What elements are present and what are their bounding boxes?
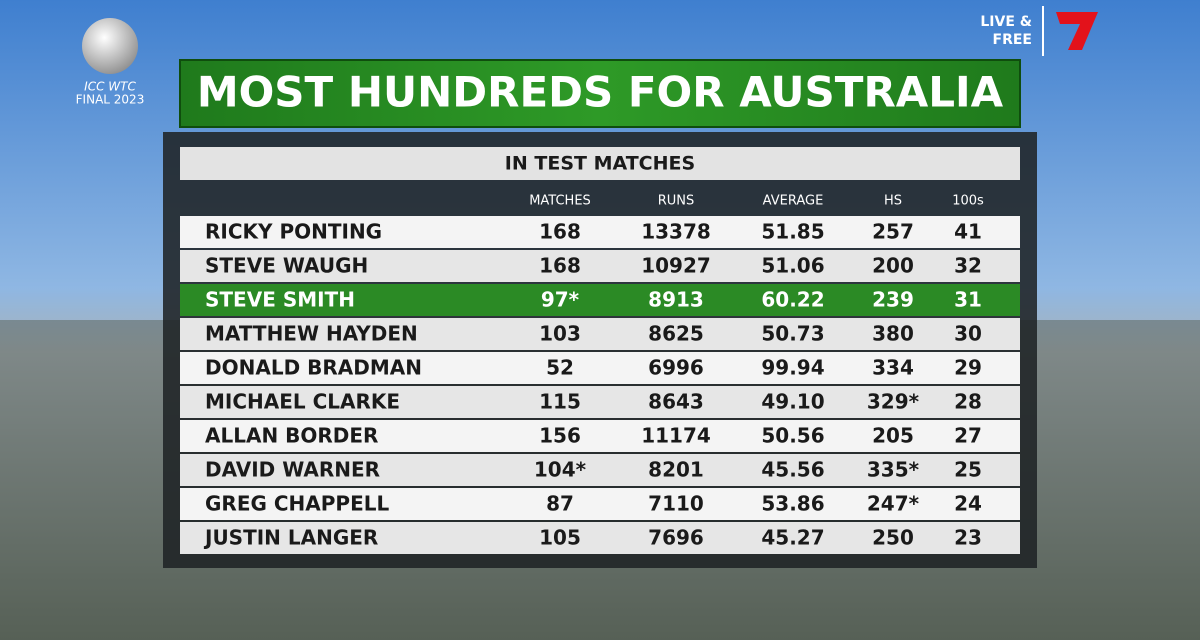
table-row: [180, 250, 1020, 282]
stat-cell: 205: [872, 424, 914, 448]
stat-cell: 27: [954, 424, 982, 448]
logo-emblem: [82, 18, 138, 74]
stat-cell: 53.86: [761, 492, 824, 516]
column-header: RUNS: [658, 194, 695, 209]
stat-cell: 115: [539, 390, 581, 414]
player-name: STEVE WAUGH: [205, 254, 368, 278]
player-name: GREG CHAPPELL: [205, 492, 389, 516]
table-row: [180, 522, 1020, 554]
stat-cell: 28: [954, 390, 982, 414]
stat-cell: 50.73: [761, 322, 824, 346]
stat-cell: 8625: [648, 322, 704, 346]
stat-cell: 41: [954, 220, 982, 244]
stat-cell: 335*: [867, 458, 920, 482]
subtitle: IN TEST MATCHES: [505, 153, 695, 175]
stat-cell: 30: [954, 322, 982, 346]
stat-cell: 99.94: [761, 356, 824, 380]
stat-cell: 45.27: [761, 526, 824, 550]
column-header: 100s: [952, 194, 984, 209]
column-header: MATCHES: [529, 194, 591, 209]
table-row: [180, 386, 1020, 418]
stat-cell: 168: [539, 220, 581, 244]
player-name: MICHAEL CLARKE: [205, 390, 400, 414]
stat-cell: 8913: [648, 288, 704, 312]
table-row: [180, 420, 1020, 452]
stat-cell: 52: [546, 356, 574, 380]
stat-cell: 247*: [867, 492, 920, 516]
logo-text: FINAL 2023: [76, 93, 145, 107]
stat-cell: 29: [954, 356, 982, 380]
stat-cell: 6996: [648, 356, 704, 380]
stat-cell: 105: [539, 526, 581, 550]
stat-cell: 103: [539, 322, 581, 346]
stat-cell: 250: [872, 526, 914, 550]
stat-cell: 156: [539, 424, 581, 448]
stat-cell: 51.06: [761, 254, 824, 278]
player-name: DAVID WARNER: [205, 458, 380, 482]
player-name: STEVE SMITH: [205, 288, 355, 312]
table-row: [180, 284, 1020, 316]
stat-cell: 51.85: [761, 220, 824, 244]
player-name: RICKY PONTING: [205, 220, 382, 244]
subtitle-bar: [180, 147, 1020, 180]
table-row: [180, 352, 1020, 384]
stat-cell: 257: [872, 220, 914, 244]
stat-cell: 97*: [541, 288, 580, 312]
stat-cell: 13378: [641, 220, 711, 244]
stat-cell: 50.56: [761, 424, 824, 448]
stat-cell: 31: [954, 288, 982, 312]
stat-cell: 239: [872, 288, 914, 312]
player-name: ALLAN BORDER: [205, 424, 378, 448]
stat-cell: 25: [954, 458, 982, 482]
stat-cell: 7110: [648, 492, 704, 516]
stat-cell: 11174: [641, 424, 711, 448]
title: MOST HUNDREDS FOR AUSTRALIA: [197, 68, 1004, 117]
player-name: DONALD BRADMAN: [205, 356, 422, 380]
stat-cell: 380: [872, 322, 914, 346]
stat-cell: 104*: [534, 458, 587, 482]
stat-cell: 7696: [648, 526, 704, 550]
player-name: JUSTIN LANGER: [203, 526, 378, 550]
table-row: [180, 318, 1020, 350]
channel-logo: [1056, 12, 1098, 50]
stat-cell: 23: [954, 526, 982, 550]
table-row: [180, 488, 1020, 520]
stat-cell: 10927: [641, 254, 711, 278]
player-name: MATTHEW HAYDEN: [205, 322, 418, 346]
stat-cell: 24: [954, 492, 982, 516]
stat-cell: 87: [546, 492, 574, 516]
title-banner: [179, 59, 1021, 128]
logo-text: ICC WTC: [84, 80, 136, 94]
column-header: AVERAGE: [763, 194, 824, 209]
table-row: [180, 216, 1020, 248]
broadcaster-text: LIVE &: [980, 14, 1032, 30]
stat-cell: 334: [872, 356, 914, 380]
stat-cell: 8201: [648, 458, 704, 482]
stat-cell: 49.10: [761, 390, 824, 414]
stat-cell: 168: [539, 254, 581, 278]
stat-cell: 60.22: [761, 288, 824, 312]
stat-cell: 8643: [648, 390, 704, 414]
stat-cell: 32: [954, 254, 982, 278]
column-header: HS: [884, 194, 902, 209]
stat-cell: 329*: [867, 390, 920, 414]
broadcaster-text: FREE: [993, 32, 1032, 48]
stat-cell: 45.56: [761, 458, 824, 482]
stat-cell: 200: [872, 254, 914, 278]
table-row: [180, 454, 1020, 486]
